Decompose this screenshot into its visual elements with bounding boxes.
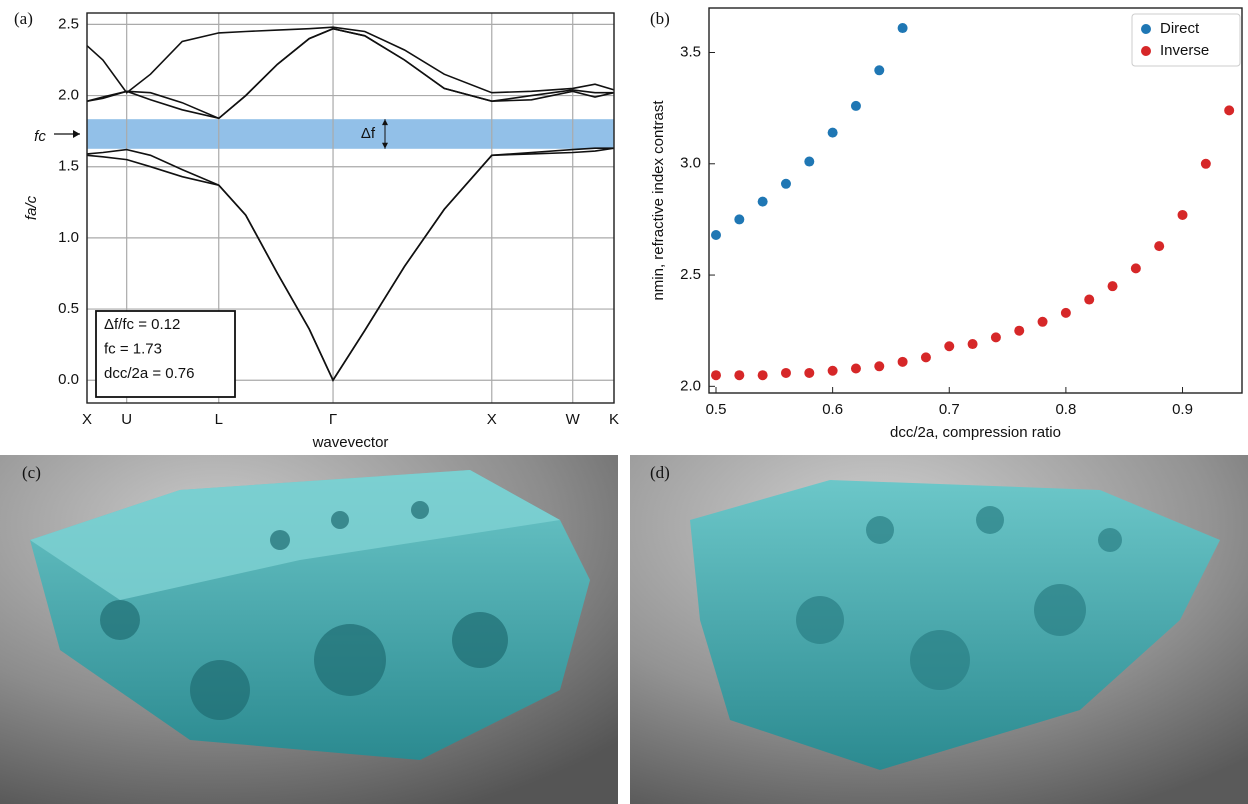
point — [734, 214, 744, 224]
x-tick-label: W — [566, 411, 581, 428]
legend-label: Direct — [1160, 20, 1200, 37]
x-tick-label: U — [121, 411, 132, 428]
point — [804, 368, 814, 378]
annotation-text: Δf/fc = 0.12 — [104, 316, 180, 333]
x-tick-label: 0.5 — [706, 401, 727, 418]
y-tick-label: 2.0 — [58, 87, 79, 104]
point — [781, 368, 791, 378]
figure: (a) (b) (c) (d) 0.0 0.5 1.0 1.5 2.0 2.5 X U L Γ X W… — [0, 0, 1248, 804]
panel-label: (d) — [650, 463, 670, 482]
point — [828, 128, 838, 138]
point — [1201, 159, 1211, 169]
y-axis-label: nmin, refractive index contrast — [650, 100, 667, 301]
delta-f-label: Δf — [361, 125, 376, 142]
point — [1014, 326, 1024, 336]
x-tick-label: K — [609, 411, 619, 428]
point — [921, 352, 931, 362]
y-tick-label: 3.5 — [680, 43, 701, 60]
point — [851, 364, 861, 374]
legend-marker — [1141, 24, 1151, 34]
annotation-text: fc = 1.73 — [104, 340, 162, 357]
point — [874, 65, 884, 75]
panel-label: (c) — [22, 463, 41, 482]
point — [1178, 210, 1188, 220]
point — [828, 366, 838, 376]
x-tick-label: X — [487, 411, 497, 428]
point — [711, 370, 721, 380]
band-line — [87, 27, 614, 93]
x-tick-label: 0.7 — [939, 401, 960, 418]
y-tick-label: 0.0 — [58, 371, 79, 388]
x-tick-label: 0.6 — [822, 401, 843, 418]
point — [734, 370, 744, 380]
point — [804, 157, 814, 167]
point — [1131, 263, 1141, 273]
x-axis-label: dcc/2a, compression ratio — [890, 424, 1061, 441]
fc-arrowhead — [73, 130, 80, 138]
point — [1084, 295, 1094, 305]
x-axis-label: wavevector — [312, 434, 389, 451]
point — [758, 197, 768, 207]
legend-label: Inverse — [1160, 42, 1209, 59]
x-tick-label: Γ — [329, 411, 337, 428]
point — [1224, 105, 1234, 115]
point — [944, 341, 954, 351]
x-tick-label: X — [82, 411, 92, 428]
panel-label: (a) — [14, 9, 33, 28]
point — [898, 357, 908, 367]
point — [991, 332, 1001, 342]
x-tick-label: L — [215, 411, 223, 428]
point — [1108, 281, 1118, 291]
point — [968, 339, 978, 349]
y-tick-label: 2.5 — [680, 266, 701, 283]
point — [874, 361, 884, 371]
panel-label: (b) — [650, 9, 670, 28]
point — [1154, 241, 1164, 251]
y-tick-label: 2.5 — [58, 15, 79, 32]
image-c — [0, 455, 618, 804]
y-tick-label: 1.0 — [58, 229, 79, 246]
point — [781, 179, 791, 189]
y-tick-label: 1.5 — [58, 158, 79, 175]
y-tick-label: 0.5 — [58, 300, 79, 317]
annotation-text: dcc/2a = 0.76 — [104, 365, 194, 382]
point — [758, 370, 768, 380]
point — [1061, 308, 1071, 318]
point — [1038, 317, 1048, 327]
legend-marker — [1141, 46, 1151, 56]
y-axis-label: fa/c — [23, 195, 40, 220]
y-tick-label: 2.0 — [680, 377, 701, 394]
x-tick-label: 0.8 — [1055, 401, 1076, 418]
band-line — [87, 29, 614, 119]
point — [898, 23, 908, 33]
x-tick-label: 0.9 — [1172, 401, 1193, 418]
band-gap — [87, 119, 614, 149]
point — [711, 230, 721, 240]
point — [851, 101, 861, 111]
image-d — [630, 455, 1248, 804]
fc-label: fc — [34, 128, 46, 145]
y-tick-label: 3.0 — [680, 155, 701, 172]
